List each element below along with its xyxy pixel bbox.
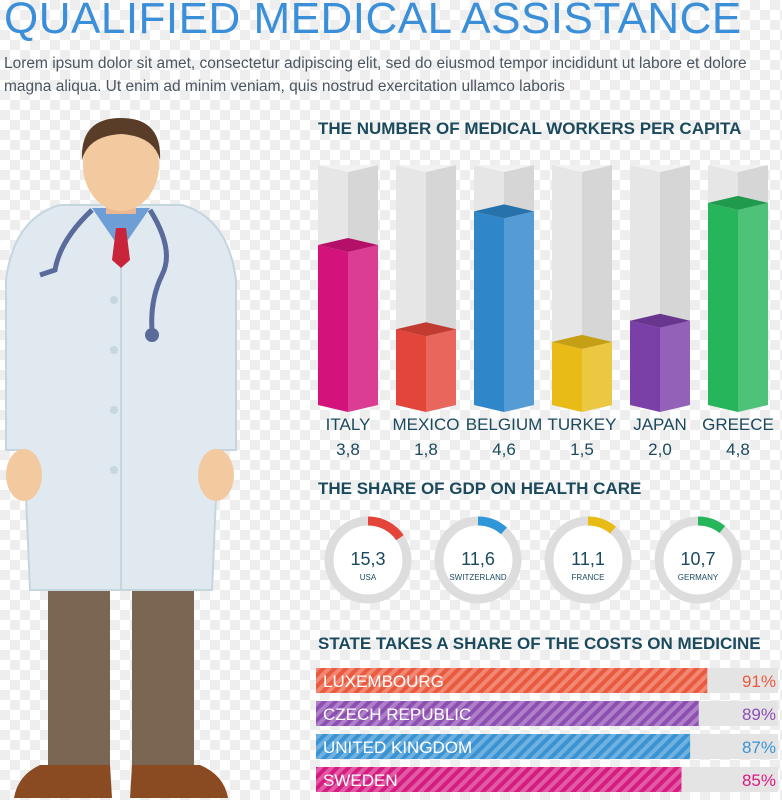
donut-charts: 15,3 USA 11,6 SWITZERLAND 11,1 FRANCE 10,7 GERM… xyxy=(324,516,742,604)
bar-side xyxy=(348,245,378,412)
hbar-value-label: 85% xyxy=(742,771,776,790)
bar-value-label: 4,6 xyxy=(492,440,516,459)
doctor-hair xyxy=(81,118,161,160)
bar-top xyxy=(552,334,612,349)
bar-category-label: BELGIUM xyxy=(466,415,543,434)
donut-label: SWITZERLAND xyxy=(449,573,507,582)
stethoscope-icon xyxy=(39,208,94,278)
coat-button xyxy=(110,296,118,304)
donut-value: 10,7 xyxy=(680,549,715,569)
bar-side xyxy=(504,211,534,412)
bar-side xyxy=(660,320,690,412)
column-top xyxy=(318,165,378,172)
bar-chart: ITALY 3,8 MEXICO 1,8 BELGIUM 4,6 TURKEY 1,5 JAPA… xyxy=(318,165,774,459)
column-top xyxy=(630,165,690,172)
doctor-left-hand xyxy=(6,449,42,501)
coat-button xyxy=(110,406,118,414)
doctor-illustration xyxy=(5,118,237,798)
doctor-left-leg xyxy=(48,580,110,770)
bar-top xyxy=(630,313,690,328)
hbar-value-label: 89% xyxy=(742,705,776,724)
intro-text: Lorem ipsum dolor sit amet, consectetur … xyxy=(4,55,747,95)
bar-side xyxy=(582,341,612,412)
column-top xyxy=(552,165,612,172)
bar-category-label: JAPAN xyxy=(633,415,687,434)
share-chart-title: STATE TAKES A SHARE OF THE COSTS ON MEDI… xyxy=(318,634,761,653)
bar-italy xyxy=(318,245,348,412)
bar-top xyxy=(708,195,768,210)
donut-label: GERMANY xyxy=(678,573,719,582)
donut-arc-france xyxy=(587,516,616,534)
coat-button xyxy=(110,346,118,354)
hbar-stripes xyxy=(316,668,708,693)
bar-category-label: ITALY xyxy=(326,415,371,434)
hbar-category-label: CZECH REPUBLIC xyxy=(323,705,471,724)
bar-greece xyxy=(708,202,738,412)
bar-value-label: 3,8 xyxy=(336,440,360,459)
page-title: QUALIFIED MEDICAL ASSISTANCE xyxy=(4,0,742,43)
doctor-right-shoe xyxy=(130,765,228,798)
column-top xyxy=(708,165,768,172)
column-top xyxy=(474,165,534,172)
bar-value-label: 2,0 xyxy=(648,440,672,459)
doctor-right-leg xyxy=(132,580,194,770)
hbar-stripes xyxy=(316,701,699,726)
donut-label: FRANCE xyxy=(572,573,605,582)
bar-category-label: GREECE xyxy=(702,415,774,434)
donut-arc-usa xyxy=(367,516,404,541)
donut-label: USA xyxy=(360,573,377,582)
doctor-left-shoe xyxy=(14,765,112,798)
hbar-category-label: LUXEMBOURG xyxy=(323,672,444,691)
bar-turkey xyxy=(552,341,582,412)
donut-arc-switzerland xyxy=(477,516,507,535)
hbar-stripes xyxy=(316,734,691,759)
bar-side xyxy=(738,202,768,412)
gdp-chart-title: THE SHARE OF GDP ON HEALTH CARE xyxy=(318,479,642,498)
bar-top xyxy=(474,204,534,219)
hbar-stripes xyxy=(316,767,682,792)
bar-belgium xyxy=(474,211,504,412)
donut-value: 11,6 xyxy=(461,549,495,569)
hbar-category-label: UNITED KINGDOM xyxy=(323,738,472,757)
bar-chart-title: THE NUMBER OF MEDICAL WORKERS PER CAPITA xyxy=(318,119,742,138)
doctor-right-hand xyxy=(198,449,234,501)
bar-top xyxy=(318,238,378,252)
coat-button xyxy=(110,466,118,474)
bar-value-label: 1,5 xyxy=(570,440,594,459)
bar-category-label: MEXICO xyxy=(392,415,459,434)
bar-top xyxy=(396,322,456,337)
doctor-head xyxy=(83,119,159,211)
bar-value-label: 1,8 xyxy=(414,440,438,459)
donut-value: 11,1 xyxy=(571,549,605,569)
donut-value: 15,3 xyxy=(350,549,385,569)
hbar-value-label: 91% xyxy=(742,672,776,691)
bar-mexico xyxy=(396,329,426,412)
hbar-value-label: 87% xyxy=(742,738,776,757)
column-top xyxy=(396,165,456,172)
bar-japan xyxy=(630,320,660,412)
bar-value-label: 4,8 xyxy=(726,440,750,459)
hbar-category-label: SWEDEN xyxy=(323,771,398,790)
bar-side xyxy=(426,329,456,412)
donut-arc-germany xyxy=(697,516,726,534)
doctor-tie xyxy=(112,228,130,268)
bar-category-label: TURKEY xyxy=(548,415,617,434)
horizontal-bar-chart: LUXEMBOURG 91% CZECH REPUBLIC 89% UNITED KIN… xyxy=(316,668,778,792)
